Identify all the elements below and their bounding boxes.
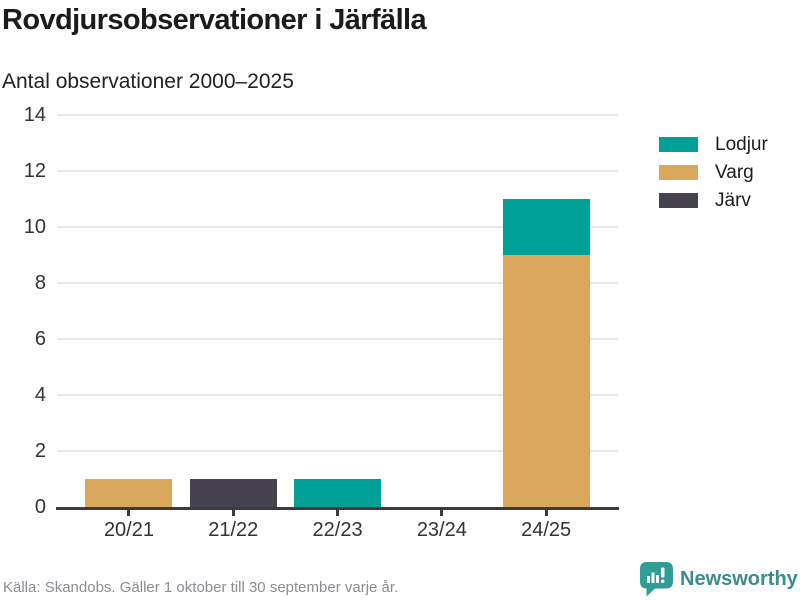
y-tick-label: 2 bbox=[34, 440, 46, 463]
bar-segment-24/25-varg bbox=[502, 255, 590, 507]
x-axis-tick bbox=[127, 510, 131, 516]
gridline bbox=[57, 114, 618, 116]
plot-area bbox=[56, 114, 619, 516]
y-tick-label: 12 bbox=[23, 160, 46, 182]
chart-subtitle: Antal observationer 2000–2025 bbox=[2, 70, 294, 93]
bar-segment-24/25-lodjur bbox=[502, 199, 590, 255]
x-tick-label: 20/21 bbox=[103, 519, 154, 541]
y-tick-label: 0 bbox=[34, 496, 46, 518]
legend-swatch bbox=[659, 137, 698, 152]
x-tick-label: 21/22 bbox=[208, 519, 259, 541]
bar-segment-21/22-järv bbox=[189, 479, 277, 507]
x-axis-labels: 20/21 21/22 22/23 23/24 24/25 bbox=[57, 519, 618, 545]
y-tick-label: 6 bbox=[34, 328, 46, 350]
x-axis-tick bbox=[231, 510, 235, 516]
gridline bbox=[57, 450, 618, 453]
y-tick-label: 8 bbox=[34, 272, 46, 295]
x-axis-tick bbox=[544, 510, 548, 516]
x-tick-label: 23/24 bbox=[416, 519, 467, 541]
legend-label: Järv bbox=[715, 189, 751, 211]
newsworthy-wordmark: Newsworthy bbox=[680, 568, 798, 590]
y-tick-label: 10 bbox=[23, 216, 46, 238]
newsworthy-logo[interactable]: Newsworthy bbox=[640, 562, 798, 597]
chart-title: Rovdjursobservationer i Järfälla bbox=[2, 4, 427, 36]
legend-item-järv: Järv bbox=[659, 190, 768, 211]
legend: Lodjur Varg Järv bbox=[659, 134, 768, 221]
x-tick-label: 24/25 bbox=[521, 519, 572, 541]
legend-item-varg: Varg bbox=[659, 162, 768, 183]
newsworthy-icon bbox=[640, 562, 673, 597]
y-tick-label: 14 bbox=[23, 104, 46, 126]
legend-swatch bbox=[659, 193, 698, 208]
x-axis-tick bbox=[336, 510, 340, 516]
legend-item-lodjur: Lodjur bbox=[659, 134, 768, 155]
legend-label: Lodjur bbox=[715, 133, 768, 155]
legend-label: Varg bbox=[715, 161, 754, 183]
source-note: Källa: Skandobs. Gäller 1 oktober till 3… bbox=[3, 579, 399, 596]
x-tick-label: 22/23 bbox=[312, 519, 363, 541]
y-tick-label: 4 bbox=[34, 384, 46, 407]
x-axis-line bbox=[56, 507, 619, 510]
legend-swatch bbox=[659, 165, 698, 180]
gridline bbox=[57, 394, 618, 397]
bar-segment-20/21-varg bbox=[85, 479, 173, 507]
x-axis-tick bbox=[440, 510, 444, 516]
gridline bbox=[57, 170, 618, 172]
bar-segment-22/23-lodjur bbox=[294, 479, 382, 507]
gridline bbox=[57, 226, 618, 228]
gridline bbox=[57, 282, 618, 285]
gridline bbox=[57, 338, 618, 340]
y-axis-labels: 0 2 4 6 8 10 12 14 bbox=[0, 104, 46, 518]
